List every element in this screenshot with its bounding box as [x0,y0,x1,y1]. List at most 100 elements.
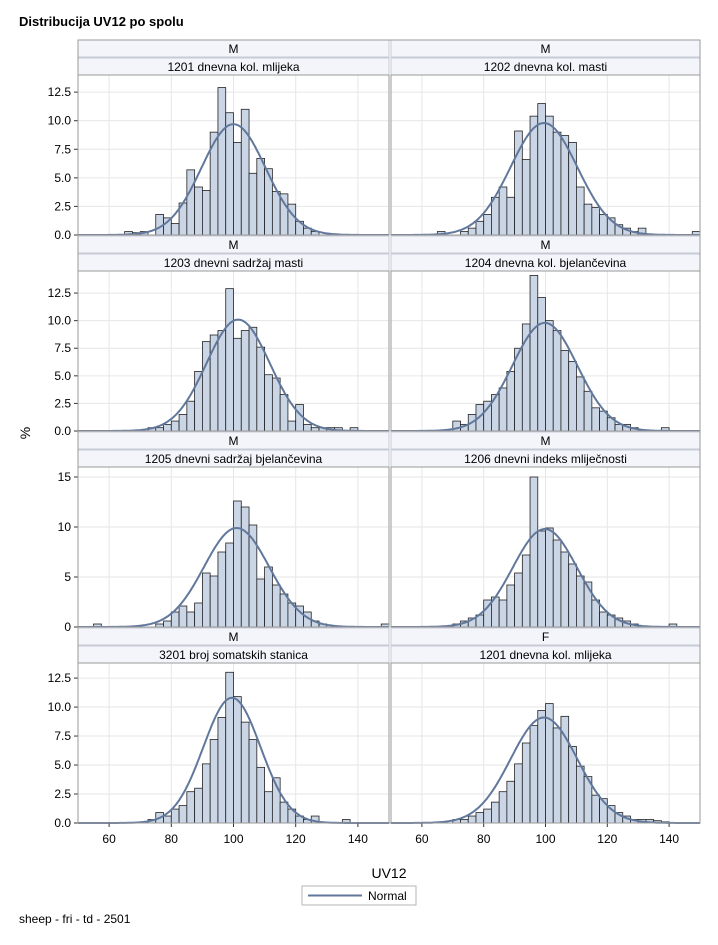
histogram-bar [475,812,485,824]
histogram-bar [491,196,500,236]
histogram-bar [498,791,508,824]
histogram-bar [552,727,562,824]
histogram-bar [475,220,485,236]
histogram-bar [498,186,508,236]
histogram-bar [233,500,242,628]
histogram-bar [498,599,508,628]
histogram-bar [271,191,281,236]
y-tick-label: 0.0 [54,228,71,242]
x-tick-label: 140 [659,832,679,846]
histogram-bar [552,131,562,236]
x-tick-label: 100 [535,832,555,846]
histogram-bar [271,377,281,432]
histogram-bar [233,696,242,824]
x-tick-label: 120 [597,832,617,846]
histogram-bar [233,337,242,432]
histogram-bar [264,791,273,824]
histogram-bar [537,297,546,432]
histogram-bar [576,575,585,628]
histogram-bar [217,330,227,432]
panel-sex-label: M [229,434,239,448]
y-tick-label: 15 [58,470,72,484]
panel-outer-frame [77,39,701,824]
panel-trait-label: 1201 dnevna kol. mlijeka [167,60,299,74]
histogram-bar [591,794,600,824]
y-tick-label: 0 [64,620,71,634]
histogram-bar [279,801,289,824]
x-tick-label: 80 [165,832,179,846]
histogram-bar [225,288,234,432]
histogram-bar [498,387,508,432]
y-tick-label: 5 [64,570,71,584]
histogram-bar [506,780,515,824]
histogram-bar [560,551,570,628]
histogram-bar [583,203,593,236]
normal-curve [391,716,700,824]
histogram-bar [529,476,539,628]
histogram-bar [529,115,539,236]
histogram-bar [170,223,180,236]
y-tick-label: 7.5 [54,142,71,156]
histogram-bar [491,801,500,824]
y-tick-label: 10.0 [48,700,72,714]
histogram-bar [576,765,585,824]
histogram-bar [217,87,227,236]
histogram-bar [178,605,188,628]
histogram-bar [483,808,492,824]
histogram-bar [209,739,219,824]
x-tick-label: 120 [286,832,306,846]
y-tick-label: 5.0 [54,171,71,185]
panel-trait-label: 3201 broj somatskih stanica [159,648,308,662]
panel-sex-label: M [541,434,551,448]
y-tick-label: 2.5 [54,199,71,213]
histogram-bar [201,763,211,824]
panel-trait-label: 1205 dnevni sadržaj bjelančevina [145,452,323,466]
normal-curve [391,321,700,432]
y-tick-label: 7.5 [54,729,71,743]
y-tick-label: 0.0 [54,816,71,830]
histogram-bar [537,710,546,824]
x-tick-label: 80 [477,832,491,846]
histogram-bar [163,620,172,628]
histogram-bar [225,542,234,628]
y-tick-label: 10.0 [48,114,72,128]
panel-trait-label: 1206 dnevni indeks mliječnosti [464,452,627,466]
histogram-bar [514,572,523,628]
histogram-bar [529,725,539,824]
histogram-bar [460,819,469,824]
histogram-bar [545,320,554,432]
histogram-bar [209,575,219,628]
histogram-bar [591,207,600,236]
histogram-bar [178,414,188,432]
histogram-bar [460,231,469,236]
histogram-bar [163,815,172,824]
legend-label: Normal [368,889,407,903]
y-tick-label: 10.0 [48,314,72,328]
histogram-bar [467,227,477,236]
histogram-bar [240,721,250,824]
histogram-bar [583,390,593,432]
histogram-bar [545,527,554,628]
y-tick-label: 10 [58,520,72,534]
histogram-bar [521,554,531,628]
histogram-bar [271,584,281,628]
histogram-bar [552,330,562,432]
histogram-bar [248,739,258,824]
footnote: sheep - fri - td - 2501 [19,912,131,926]
x-axis-label: UV12 [371,865,406,881]
y-tick-label: 2.5 [54,787,71,801]
histogram-bar [568,563,577,628]
histogram-bar [194,602,203,628]
histogram-bar [186,791,196,824]
histogram-bar [560,135,570,236]
normal-curve [391,121,700,236]
panel-sex-label: M [541,42,551,56]
histogram-bar [201,341,211,432]
histogram-bar [279,593,289,628]
histogram-bar [178,805,188,824]
histogram-bar [545,115,554,236]
histogram-bar [264,566,273,628]
histogram-bar [279,394,289,432]
panel-trait-label: 1204 dnevna kol. bjelančevina [465,256,627,270]
